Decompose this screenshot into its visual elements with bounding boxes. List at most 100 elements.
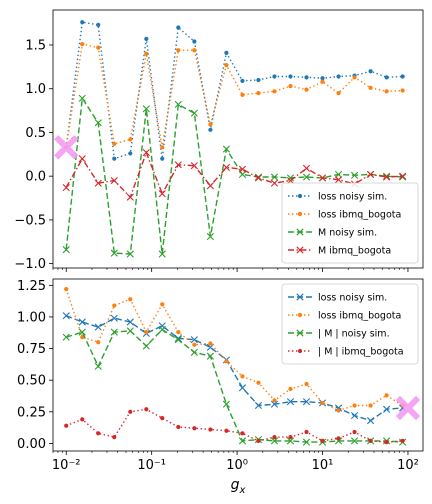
legend-marker (296, 228, 304, 236)
legend-marker (297, 348, 303, 354)
y-tick-label: 1.0 (25, 82, 46, 97)
data-point (350, 171, 359, 179)
data-point (383, 405, 391, 413)
data-point (208, 427, 213, 432)
highlight-marker (395, 395, 421, 421)
data-point (302, 398, 311, 406)
data-point (352, 403, 357, 408)
legend-marker (296, 246, 304, 254)
x-tick-label: 10⁻² (52, 458, 81, 473)
data-point (94, 362, 102, 370)
data-point (318, 174, 327, 182)
y-tick-label: 0.75 (17, 342, 46, 357)
data-point (222, 145, 231, 153)
data-point (158, 325, 166, 334)
data-point (270, 173, 279, 181)
data-point (368, 438, 373, 443)
data-point (112, 434, 117, 440)
x-tick-label: 10¹ (312, 458, 334, 473)
data-point (192, 48, 197, 53)
data-point (383, 172, 391, 180)
data-point (78, 318, 86, 326)
legend-label: M ibmq_bogota (318, 246, 391, 257)
legend-marker (297, 193, 303, 199)
y-tick-label: 1.25 (17, 279, 46, 294)
data-point (270, 400, 279, 408)
series-line-0 (65, 315, 403, 422)
data-point (208, 122, 213, 127)
legend-label: | M | noisy sim. (318, 329, 390, 340)
plot-frame (52, 278, 424, 452)
data-point (142, 105, 150, 113)
data-point (272, 89, 277, 94)
data-point (254, 401, 263, 410)
data-point (288, 386, 293, 392)
data-point (192, 426, 197, 431)
data-point (350, 437, 359, 445)
legend-marker (297, 312, 303, 318)
data-point (272, 398, 277, 403)
data-point (96, 431, 101, 436)
data-point (174, 336, 182, 344)
data-point (368, 403, 373, 408)
data-point (256, 438, 261, 443)
y-tick-label: 0.50 (17, 374, 46, 389)
legend-box (281, 182, 419, 264)
data-point (128, 151, 133, 156)
data-point (288, 74, 293, 79)
data-point (240, 374, 245, 379)
data-point (112, 303, 117, 308)
data-point (384, 75, 389, 80)
data-point (222, 163, 231, 172)
data-point (94, 119, 102, 127)
data-point (78, 94, 86, 102)
data-point (62, 183, 70, 192)
data-point (240, 78, 245, 83)
data-point (304, 429, 309, 435)
data-point (400, 88, 405, 93)
data-point (176, 48, 181, 53)
data-point (96, 45, 101, 50)
x-tick-label: 10² (397, 458, 419, 473)
legend-label: loss ibmq_bogota (318, 311, 401, 322)
series-line-1 (65, 43, 403, 148)
data-point (384, 89, 389, 94)
data-point (256, 380, 261, 385)
data-point (144, 51, 149, 56)
legend-label: loss noisy sim. (318, 192, 387, 203)
data-point (64, 423, 69, 428)
data-point (206, 352, 214, 360)
data-point (174, 161, 182, 169)
data-point (192, 39, 197, 44)
data-point (240, 92, 245, 97)
bottom-panel: 0.00 0.25 0.50 0.75 1.00 1.25 10⁻² 10⁻¹ 10⁰ 10¹ 10… (17, 278, 424, 496)
data-point (302, 438, 311, 446)
data-point (352, 429, 357, 435)
data-point (190, 162, 198, 170)
data-point (62, 312, 70, 320)
x-tick-label: 10⁻¹ (137, 458, 166, 473)
data-point (160, 302, 165, 307)
data-point (286, 174, 295, 182)
data-point (366, 170, 375, 179)
data-point (400, 74, 405, 79)
data-point (80, 20, 85, 25)
data-point (174, 100, 182, 109)
y-tick-label: 0.00 (17, 437, 46, 452)
data-point (288, 83, 293, 89)
y-tick-label: −0.5 (14, 213, 46, 228)
data-point (144, 36, 149, 41)
series-line-3 (65, 408, 403, 443)
data-point (302, 164, 311, 172)
data-point (336, 74, 341, 79)
data-point (336, 90, 341, 96)
legend-label: loss ibmq_bogota (318, 210, 401, 221)
data-point (126, 250, 134, 258)
data-point (80, 42, 85, 47)
data-point (64, 287, 69, 292)
data-point (128, 409, 133, 414)
data-point (302, 173, 311, 181)
y-tick-label: 0.25 (17, 405, 46, 420)
legend-label: M noisy sim. (318, 228, 377, 239)
